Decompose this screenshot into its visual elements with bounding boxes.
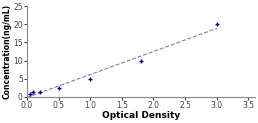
Y-axis label: Concentration(ng/mL): Concentration(ng/mL) [3,4,12,99]
X-axis label: Optical Density: Optical Density [102,111,180,120]
